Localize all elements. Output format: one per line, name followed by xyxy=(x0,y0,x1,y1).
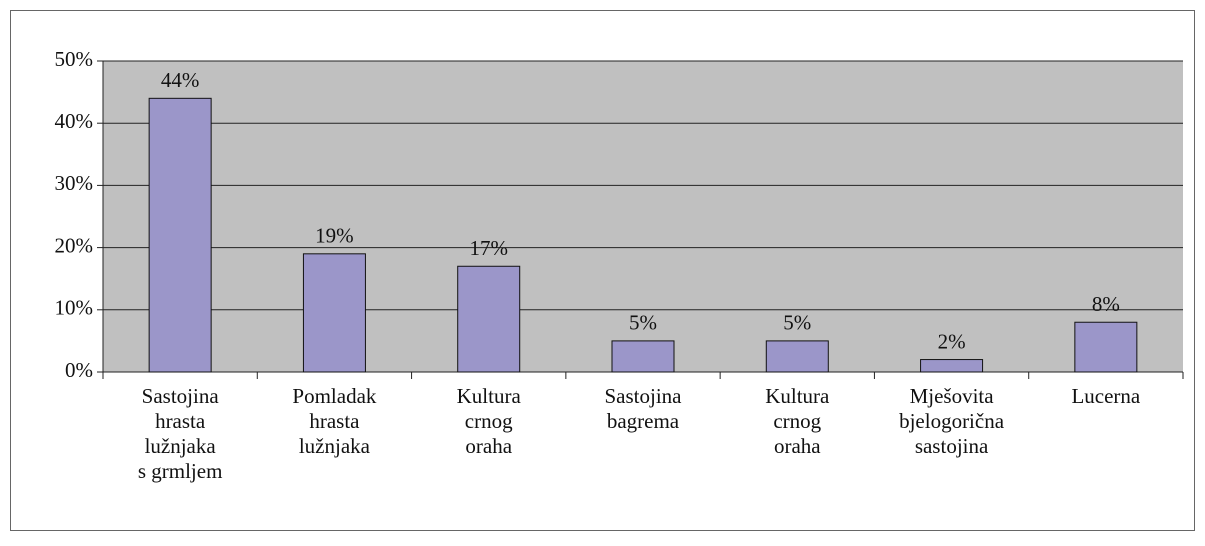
value-label: 5% xyxy=(629,311,657,335)
x-tick-label: Kultura crnog oraha xyxy=(456,384,521,458)
y-tick-label: 0% xyxy=(65,358,93,382)
value-label: 8% xyxy=(1092,292,1120,316)
bar xyxy=(611,340,675,373)
x-tick-label: Kultura crnog oraha xyxy=(765,384,830,458)
y-tick-label: 30% xyxy=(55,171,94,195)
plot-area xyxy=(103,61,1183,372)
bar xyxy=(302,253,366,373)
x-tick-label: Pomladak hrasta lužnjaka xyxy=(292,384,377,458)
value-label: 5% xyxy=(783,311,811,335)
value-label: 2% xyxy=(938,329,966,353)
y-tick-label: 20% xyxy=(55,233,94,257)
value-label: 17% xyxy=(469,236,508,260)
value-label: 19% xyxy=(315,224,354,248)
value-label: 44% xyxy=(161,68,200,92)
bar xyxy=(457,265,521,373)
x-tick-label-box: Sastojina hrasta lužnjaka s grmljem xyxy=(137,384,223,483)
x-tick-label: Lucerna xyxy=(1071,384,1141,408)
x-tick-label-box: Sastojina bagrema xyxy=(604,384,682,433)
x-tick-label-box: Kultura crnog oraha xyxy=(765,384,830,458)
x-tick-label-box: Kultura crnog oraha xyxy=(456,384,521,458)
bar xyxy=(920,359,984,373)
bar xyxy=(765,340,829,373)
x-tick-label: Mješovita bjelogorična sastojina xyxy=(899,384,1005,458)
bar xyxy=(148,97,212,373)
bar xyxy=(1074,321,1138,373)
y-tick-label: 40% xyxy=(55,109,94,133)
x-tick-label-box: Lucerna xyxy=(1071,384,1141,408)
x-tick-label: Sastojina hrasta lužnjaka s grmljem xyxy=(137,384,223,483)
y-tick-label: 50% xyxy=(55,47,94,71)
x-tick-label-box: Mješovita bjelogorična sastojina xyxy=(899,384,1005,458)
x-tick-label: Sastojina bagrema xyxy=(604,384,682,433)
y-tick-label: 10% xyxy=(55,296,94,320)
x-tick-label-box: Pomladak hrasta lužnjaka xyxy=(292,384,377,458)
